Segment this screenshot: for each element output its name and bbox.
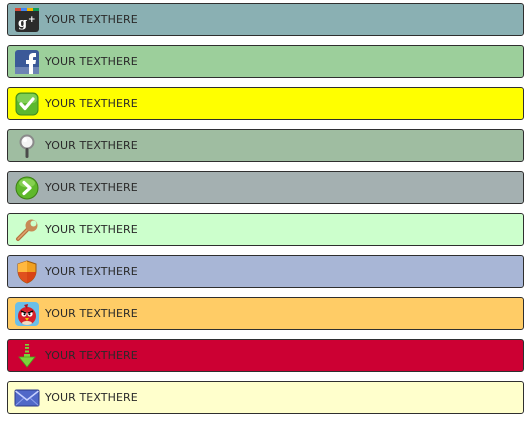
google-plus-icon: g + [14, 7, 40, 33]
svg-text:g: g [18, 16, 27, 31]
bar-label: YOUR TEXTHERE [45, 97, 138, 110]
bar-shield[interactable]: YOUR TEXTHERE [7, 255, 524, 288]
checkmark-icon [14, 91, 40, 117]
bar-label: YOUR TEXTHERE [45, 139, 138, 152]
bar-label: YOUR TEXTHERE [45, 391, 138, 404]
bar-label: YOUR TEXTHERE [45, 265, 138, 278]
bar-checkmark[interactable]: YOUR TEXTHERE [7, 87, 524, 120]
bar-label: YOUR TEXTHERE [45, 307, 138, 320]
bar-magnifier[interactable]: YOUR TEXTHERE [7, 129, 524, 162]
magnifier-icon [14, 133, 40, 159]
bar-wrench[interactable]: YOUR TEXTHERE [7, 213, 524, 246]
bar-label: YOUR TEXTHERE [45, 223, 138, 236]
shield-icon [14, 259, 40, 285]
bar-label: YOUR TEXTHERE [45, 13, 138, 26]
bar-arrow-right[interactable]: YOUR TEXTHERE [7, 171, 524, 204]
bar-angry-bird[interactable]: YOUR TEXTHERE [7, 297, 524, 330]
wrench-icon [14, 217, 40, 243]
bar-google-plus[interactable]: g + YOUR TEXTHERE [7, 3, 524, 36]
download-arrow-icon [14, 343, 40, 369]
bar-envelope[interactable]: YOUR TEXTHERE [7, 381, 524, 414]
svg-text:+: + [28, 15, 36, 25]
angry-bird-icon [14, 301, 40, 327]
envelope-icon [14, 385, 40, 411]
bar-label: YOUR TEXTHERE [45, 55, 138, 68]
bar-facebook[interactable]: YOUR TEXTHERE [7, 45, 524, 78]
bar-label: YOUR TEXTHERE [45, 181, 138, 194]
facebook-icon [14, 49, 40, 75]
arrow-right-icon [14, 175, 40, 201]
bar-label: YOUR TEXTHERE [45, 349, 138, 362]
bar-download[interactable]: YOUR TEXTHERE [7, 339, 524, 372]
bar-list: g + YOUR TEXTHERE YOUR TEXTHERE YOUR TEX… [7, 3, 524, 423]
